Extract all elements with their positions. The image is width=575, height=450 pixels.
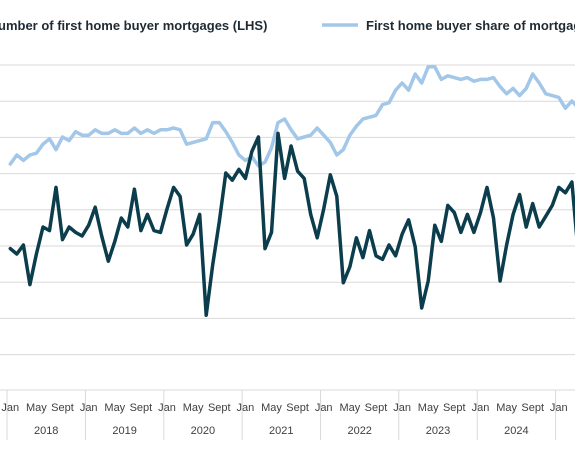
x-tick-label: Sept (130, 402, 153, 414)
gridlines (0, 64, 575, 356)
x-tick-label: Jan (315, 402, 333, 414)
x-tick-label: Sept (208, 402, 231, 414)
x-tick-label: May (183, 402, 204, 414)
year-label: 2019 (112, 425, 136, 437)
x-tick-label: Sept (365, 402, 388, 414)
year-label: 2021 (269, 425, 293, 437)
x-tick-label: Sept (286, 402, 309, 414)
x-tick-label: Sept (521, 402, 544, 414)
x-tick-label: Jan (1, 402, 19, 414)
legend: umber of first home buyer mortgages (LHS… (0, 18, 575, 33)
year-label: 2018 (34, 425, 58, 437)
year-label: 2020 (191, 425, 215, 437)
x-tick-label: Sept (443, 402, 466, 414)
x-tick-label: Jan (158, 402, 176, 414)
x-tick-label: Jan (393, 402, 411, 414)
x-tick-label: May (104, 402, 125, 414)
x-tick-label: Jan (472, 402, 490, 414)
x-tick-label: May (26, 402, 47, 414)
x-tick-label: May (418, 402, 439, 414)
series-line-share (8, 65, 575, 168)
x-tick-label: Jan (237, 402, 255, 414)
x-tick-label: May (496, 402, 517, 414)
x-tick-label: Jan (550, 402, 568, 414)
x-tick-label: Sept (51, 402, 74, 414)
legend-label-share: First home buyer share of mortgag (366, 18, 575, 33)
x-tick-label: Jan (80, 402, 98, 414)
series-lines (8, 65, 575, 317)
x-tick-label: May (340, 402, 361, 414)
series-line-number (8, 131, 575, 317)
year-label: 2022 (347, 425, 371, 437)
x-axis: Jan May Sept Jan May Sept Jan May Sept Jan May Sept… (0, 389, 575, 440)
legend-label-number: umber of first home buyer mortgages (LHS… (0, 18, 267, 33)
year-label: 2024 (504, 425, 528, 437)
year-label: 2023 (426, 425, 450, 437)
x-tick-label: May (261, 402, 282, 414)
